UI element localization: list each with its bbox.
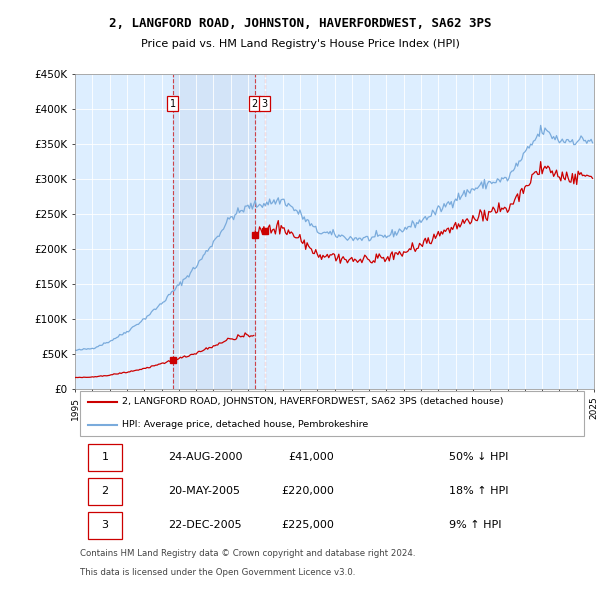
Text: 1: 1 — [170, 99, 176, 109]
Text: 2: 2 — [101, 486, 109, 496]
Text: £220,000: £220,000 — [281, 486, 335, 496]
FancyBboxPatch shape — [88, 478, 122, 505]
Bar — [173, 74, 254, 389]
Text: 2: 2 — [251, 99, 257, 109]
FancyBboxPatch shape — [88, 512, 122, 539]
FancyBboxPatch shape — [88, 444, 122, 471]
Text: This data is licensed under the Open Government Licence v3.0.: This data is licensed under the Open Gov… — [80, 568, 356, 577]
Text: 2, LANGFORD ROAD, JOHNSTON, HAVERFORDWEST, SA62 3PS: 2, LANGFORD ROAD, JOHNSTON, HAVERFORDWES… — [109, 17, 491, 30]
Text: Price paid vs. HM Land Registry's House Price Index (HPI): Price paid vs. HM Land Registry's House … — [140, 40, 460, 49]
Text: 3: 3 — [101, 520, 109, 530]
Text: 20-MAY-2005: 20-MAY-2005 — [169, 486, 241, 496]
Text: Contains HM Land Registry data © Crown copyright and database right 2024.: Contains HM Land Registry data © Crown c… — [80, 549, 416, 558]
Text: 24-AUG-2000: 24-AUG-2000 — [169, 452, 243, 462]
Text: 2, LANGFORD ROAD, JOHNSTON, HAVERFORDWEST, SA62 3PS (detached house): 2, LANGFORD ROAD, JOHNSTON, HAVERFORDWES… — [122, 397, 503, 406]
Text: 9% ↑ HPI: 9% ↑ HPI — [449, 520, 501, 530]
Text: 1: 1 — [101, 452, 109, 462]
Text: 50% ↓ HPI: 50% ↓ HPI — [449, 452, 508, 462]
Text: £41,000: £41,000 — [289, 452, 335, 462]
Text: £225,000: £225,000 — [281, 520, 335, 530]
Text: 3: 3 — [262, 99, 268, 109]
FancyBboxPatch shape — [80, 391, 584, 435]
Text: 22-DEC-2005: 22-DEC-2005 — [169, 520, 242, 530]
Text: 18% ↑ HPI: 18% ↑ HPI — [449, 486, 508, 496]
Text: HPI: Average price, detached house, Pembrokeshire: HPI: Average price, detached house, Pemb… — [122, 421, 368, 430]
